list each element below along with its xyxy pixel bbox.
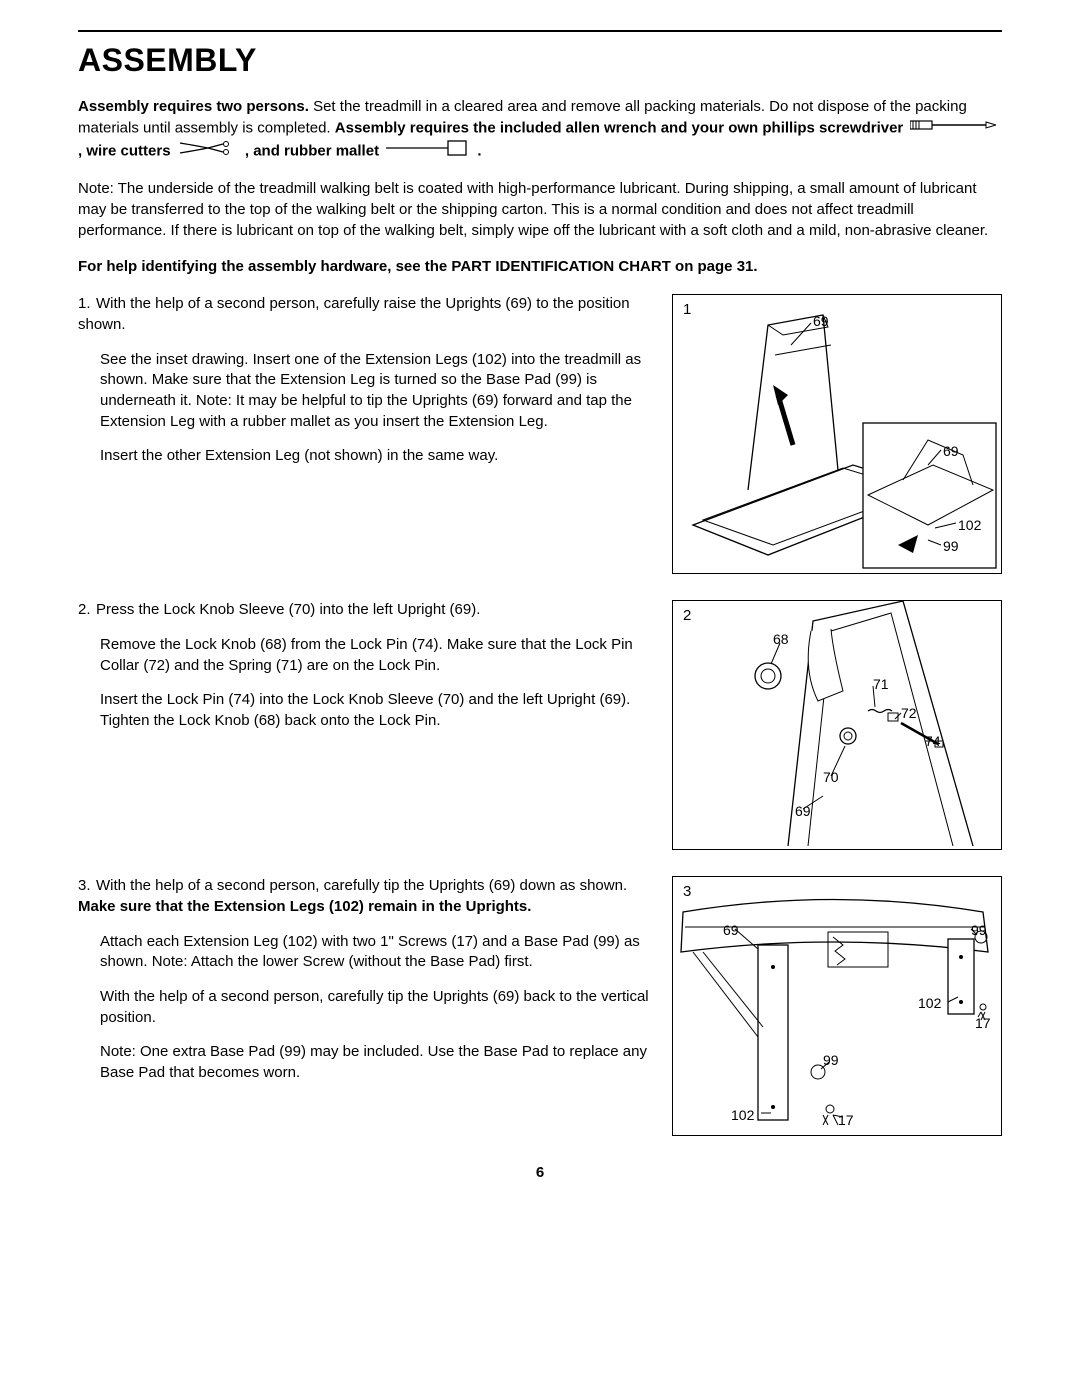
figure-2: 2 — [672, 600, 1002, 850]
step-2: 2.Press the Lock Knob Sleeve (70) into t… — [78, 600, 1002, 850]
callout: 102 — [731, 1107, 754, 1123]
intro-tools-c: , and rubber mallet — [241, 142, 384, 159]
callout: 69 — [943, 443, 959, 459]
callout: 74 — [925, 733, 941, 749]
intro-p2: Note: The underside of the treadmill wal… — [78, 179, 1002, 241]
callout: 69 — [723, 922, 739, 938]
step-2-num: 2. — [78, 600, 96, 621]
steps-list: 1.With the help of a second person, care… — [78, 294, 1002, 1136]
intro-tools-d: . — [473, 142, 481, 159]
page-number: 6 — [78, 1164, 1002, 1181]
help-line: For help identifying the assembly hardwa… — [78, 257, 1002, 278]
figure-1: 1 — [672, 294, 1002, 574]
callout: 99 — [943, 538, 959, 554]
step-1-p3: Insert the other Extension Leg (not show… — [78, 446, 654, 467]
intro-block: Assembly requires two persons. Set the t… — [78, 97, 1002, 278]
callout: 70 — [823, 769, 839, 785]
mallet-icon — [386, 139, 470, 164]
screwdriver-icon — [910, 118, 996, 139]
step-3-p3: With the help of a second person, carefu… — [78, 987, 654, 1028]
intro-p1: Assembly requires two persons. Set the t… — [78, 97, 1002, 163]
step-2-p3: Insert the Lock Pin (74) into the Lock K… — [78, 690, 654, 731]
step-1-p2: See the inset drawing. Insert one of the… — [78, 350, 654, 433]
callout: 72 — [901, 705, 917, 721]
intro-lead: Assembly requires two persons. — [78, 98, 309, 115]
step-3-text: 3.With the help of a second person, care… — [78, 876, 654, 1084]
intro-tools-b: , wire cutters — [78, 142, 175, 159]
callout: 69 — [795, 803, 811, 819]
callout: 102 — [958, 517, 981, 533]
callout: 99 — [971, 922, 987, 938]
callout: 102 — [918, 995, 941, 1011]
callout: 68 — [773, 631, 789, 647]
callout: 99 — [823, 1052, 839, 1068]
wire-cutters-icon — [178, 140, 238, 163]
step-1-num: 1. — [78, 294, 96, 315]
step-3-p2: Attach each Extension Leg (102) with two… — [78, 932, 654, 973]
step-2-text: 2.Press the Lock Knob Sleeve (70) into t… — [78, 600, 654, 731]
step-1: 1.With the help of a second person, care… — [78, 294, 1002, 574]
step-1-p1: With the help of a second person, carefu… — [78, 295, 630, 333]
step-3-p4: Note: One extra Base Pad (99) may be inc… — [78, 1042, 654, 1083]
callout: 17 — [975, 1015, 991, 1031]
step-3-p1b: Make sure that the Extension Legs (102) … — [78, 898, 531, 915]
callout: 69 — [813, 313, 829, 329]
step-1-text: 1.With the help of a second person, care… — [78, 294, 654, 467]
callout: 71 — [873, 676, 889, 692]
step-3: 3.With the help of a second person, care… — [78, 876, 1002, 1136]
intro-tools-a: Assembly requires the included allen wre… — [335, 119, 908, 136]
page-title: ASSEMBLY — [78, 42, 1002, 79]
callout: 17 — [838, 1112, 854, 1128]
figure-3: 3 — [672, 876, 1002, 1136]
step-2-p2: Remove the Lock Knob (68) from the Lock … — [78, 635, 654, 676]
step-3-p1a: With the help of a second person, carefu… — [96, 877, 627, 894]
step-2-p1: Press the Lock Knob Sleeve (70) into the… — [96, 601, 480, 618]
step-3-num: 3. — [78, 876, 96, 897]
